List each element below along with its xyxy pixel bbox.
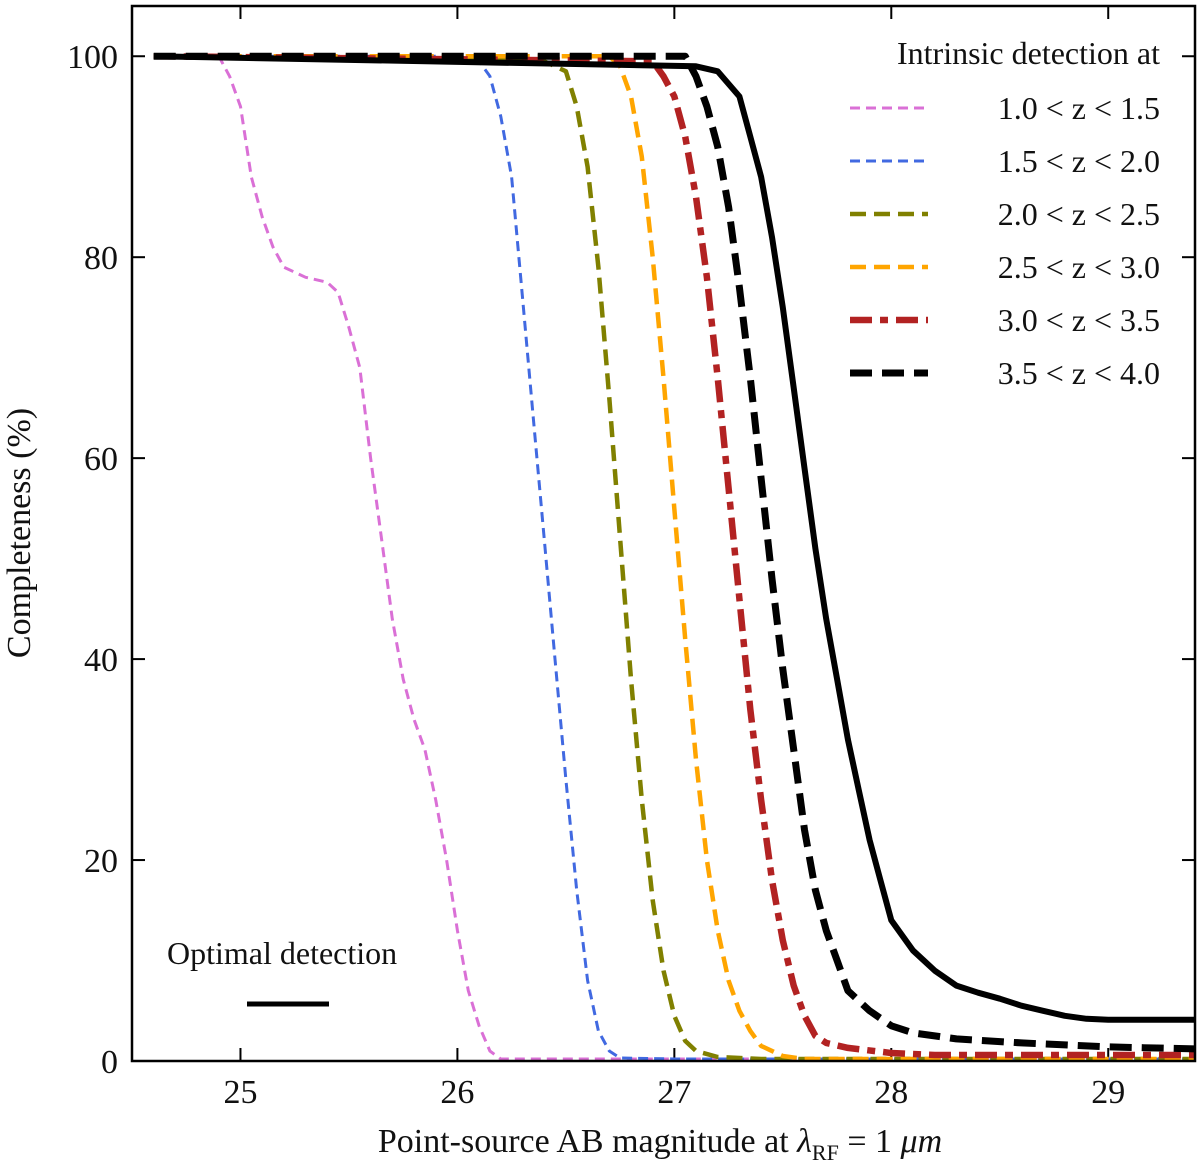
series-line: [153, 52, 1195, 1053]
y-tick-label: 80: [84, 240, 118, 277]
legend-label: 2.5 < z < 3.0: [998, 249, 1160, 285]
series-line: [153, 54, 1195, 1061]
legend-label: 3.5 < z < 4.0: [998, 355, 1160, 391]
legend-title: Intrinsic detection at: [897, 35, 1160, 71]
series-line: [153, 53, 1195, 1023]
series-line: [153, 53, 1195, 1061]
legend-label: 1.5 < z < 2.0: [998, 143, 1160, 179]
x-tick-label: 29: [1091, 1074, 1125, 1111]
series-line: [153, 54, 1195, 1061]
annotation-text: Optimal detection: [167, 935, 397, 971]
legend-label: 3.0 < z < 3.5: [998, 302, 1160, 338]
x-tick-label: 26: [440, 1074, 474, 1111]
y-axis-title: Completeness (%): [1, 408, 38, 658]
x-tick-label: 25: [223, 1074, 257, 1111]
y-tick-label: 100: [67, 39, 118, 76]
x-tick-label: 28: [874, 1074, 908, 1111]
legend: Intrinsic detection at 1.0 < z < 1.5 1.5 …: [850, 35, 1160, 391]
y-tick-label: 0: [101, 1044, 118, 1081]
y-tick-label: 60: [84, 441, 118, 478]
y-tick-label: 40: [84, 642, 118, 679]
series-line: [153, 53, 1195, 1061]
legend-label: 2.0 < z < 2.5: [998, 196, 1160, 232]
plot-frame: [130, 4, 1197, 1063]
optimal-detection-annotation: Optimal detection: [167, 935, 397, 1007]
tick-labels: 25 26 27 28 29 0 20 40 60 80 100: [67, 39, 1125, 1111]
series-line: [153, 52, 1195, 1059]
plot-series: [153, 52, 1195, 1061]
x-axis-title: Point-source AB magnitude at λRF = 1 μm: [378, 1123, 942, 1165]
y-tick-label: 20: [84, 843, 118, 880]
legend-label: 1.0 < z < 1.5: [998, 90, 1160, 126]
x-tick-label: 27: [657, 1074, 691, 1111]
